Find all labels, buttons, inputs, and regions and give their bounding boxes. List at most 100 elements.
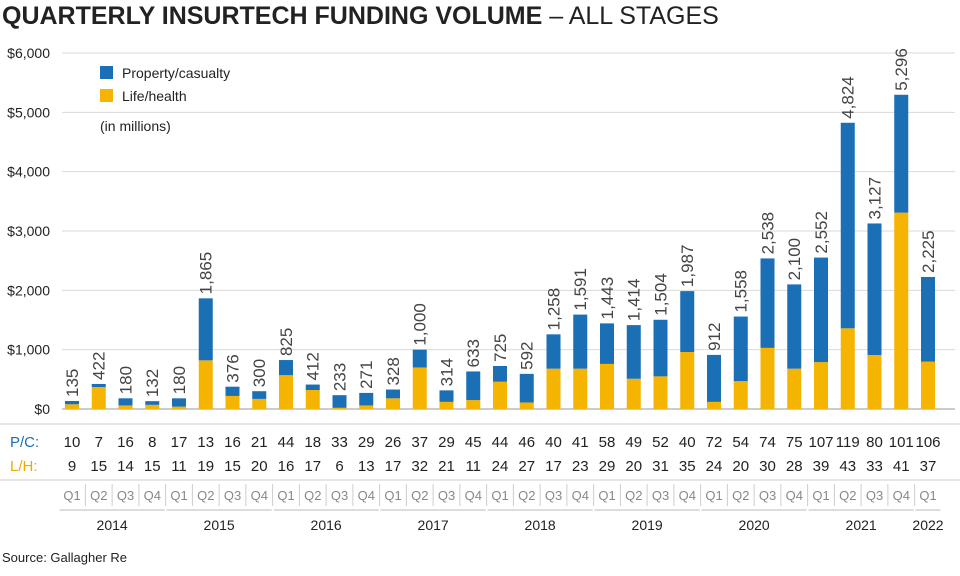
bar-property-casualty xyxy=(65,400,79,405)
bar-life-health xyxy=(840,328,855,409)
y-tick-label: $0 xyxy=(34,401,50,417)
total-label: 2,552 xyxy=(812,211,831,254)
lh-deal-count: 28 xyxy=(786,458,803,475)
y-tick-label: $5,000 xyxy=(7,104,50,120)
total-label: 180 xyxy=(170,366,189,394)
quarter-label: Q2 xyxy=(90,488,107,503)
bar-life-health xyxy=(546,368,561,409)
bar-property-casualty xyxy=(600,323,614,364)
quarter-labels: Q1 Q2 Q3 Q4 Q1 Q2 Q3 Q4 Q1 Q2 Q3 Q4 Q1 Q2 Q3 Q4 Q1 Q2 Q3 Q4… xyxy=(63,484,937,506)
quarter-label: Q3 xyxy=(438,488,455,503)
pc-deal-count: 37 xyxy=(411,434,428,451)
y-tick-label: $1,000 xyxy=(7,342,50,358)
total-label: 1,987 xyxy=(678,245,697,288)
total-label: 1,504 xyxy=(652,273,671,316)
pc-deal-count: 18 xyxy=(304,434,321,451)
year-label: 2020 xyxy=(739,517,770,533)
total-label: 912 xyxy=(705,323,724,351)
year-label: 2017 xyxy=(418,517,449,533)
pc-deal-count: 40 xyxy=(545,434,562,451)
bar-property-casualty xyxy=(386,389,400,399)
quarter-label: Q3 xyxy=(117,488,134,503)
lh-deal-count: 21 xyxy=(438,458,455,475)
quarter-label: Q1 xyxy=(277,488,294,503)
bar-life-health xyxy=(600,363,614,409)
total-label: 2,225 xyxy=(919,230,938,273)
bar-property-casualty xyxy=(573,314,588,369)
total-label: 314 xyxy=(438,358,457,386)
bar-life-health xyxy=(894,212,909,409)
total-label: 328 xyxy=(384,357,403,385)
lh-deal-count: 6 xyxy=(335,458,343,475)
quarter-label: Q4 xyxy=(572,488,589,503)
pc-deal-count: 16 xyxy=(117,434,134,451)
total-label: 376 xyxy=(224,354,243,382)
deal-count-table: 10 9 7 15 16 14 8 15 17 11 13 19 16 15 21 20 44 16 18 17 33 6… xyxy=(64,434,941,475)
y-tick-label: $2,000 xyxy=(7,282,50,298)
total-label: 2,538 xyxy=(759,212,778,255)
bar-property-casualty xyxy=(145,401,160,405)
pc-deal-count: 8 xyxy=(148,434,156,451)
bar-property-casualty xyxy=(921,276,935,362)
bar-life-health xyxy=(680,352,695,409)
quarter-label: Q4 xyxy=(144,488,161,503)
bar-life-health xyxy=(439,401,454,409)
lh-deal-count: 17 xyxy=(545,458,562,475)
bar-life-health xyxy=(653,376,668,409)
total-label: 5,296 xyxy=(892,48,911,91)
bar-life-health xyxy=(172,406,186,409)
chart-title-main: QUARTERLY INSURTECH FUNDING VOLUME xyxy=(2,2,542,30)
year-label: 2019 xyxy=(632,517,663,533)
pc-deal-count: 13 xyxy=(197,434,214,451)
pc-deal-count: 58 xyxy=(599,434,616,451)
quarter-label: Q2 xyxy=(839,488,856,503)
bar-property-casualty xyxy=(493,365,507,382)
bar-property-casualty xyxy=(305,384,320,391)
y-tick-label: $4,000 xyxy=(7,164,50,180)
bar-life-health xyxy=(760,347,775,409)
bar-life-health xyxy=(332,407,347,409)
pc-deal-count: 75 xyxy=(786,434,803,451)
quarter-label: Q1 xyxy=(491,488,508,503)
lh-deal-count: 23 xyxy=(572,458,589,475)
quarter-label: Q3 xyxy=(545,488,562,503)
bar-property-casualty xyxy=(519,373,534,403)
lh-deal-count: 13 xyxy=(358,458,375,475)
pc-deal-count: 26 xyxy=(385,434,402,451)
lh-deal-count: 17 xyxy=(385,458,402,475)
bar-property-casualty xyxy=(198,298,213,361)
bar-property-casualty xyxy=(733,316,748,382)
total-label: 825 xyxy=(277,328,296,356)
lh-deal-count: 43 xyxy=(839,458,856,475)
bar-property-casualty xyxy=(707,354,721,402)
quarter-label: Q3 xyxy=(866,488,883,503)
total-label: 4,824 xyxy=(839,76,858,119)
y-tick-label: $6,000 xyxy=(7,45,50,61)
pc-deal-count: 21 xyxy=(251,434,268,451)
bar-property-casualty xyxy=(279,360,293,376)
lh-deal-count: 20 xyxy=(251,458,268,475)
bar-life-health xyxy=(519,402,534,409)
pc-deal-count: 7 xyxy=(95,434,103,451)
pc-deal-count: 80 xyxy=(866,434,883,451)
lh-deal-count: 15 xyxy=(224,458,241,475)
total-label: 1,258 xyxy=(545,288,564,331)
bar-life-health xyxy=(91,387,106,409)
total-label: 2,100 xyxy=(785,238,804,281)
lh-deal-count: 11 xyxy=(465,458,481,475)
lh-deal-count: 20 xyxy=(732,458,749,475)
bar-life-health xyxy=(279,375,293,409)
lh-deal-count: 11 xyxy=(171,458,187,475)
pc-deal-count: 41 xyxy=(572,434,589,451)
total-label: 3,127 xyxy=(866,177,885,220)
year-label: 2018 xyxy=(525,517,556,533)
bars xyxy=(65,94,935,409)
pc-deal-count: 16 xyxy=(224,434,241,451)
bar-property-casualty xyxy=(332,395,347,408)
lh-deal-count: 19 xyxy=(197,458,214,475)
lh-deal-count: 41 xyxy=(893,458,910,475)
quarter-label: Q1 xyxy=(384,488,401,503)
lh-deal-count: 15 xyxy=(90,458,107,475)
